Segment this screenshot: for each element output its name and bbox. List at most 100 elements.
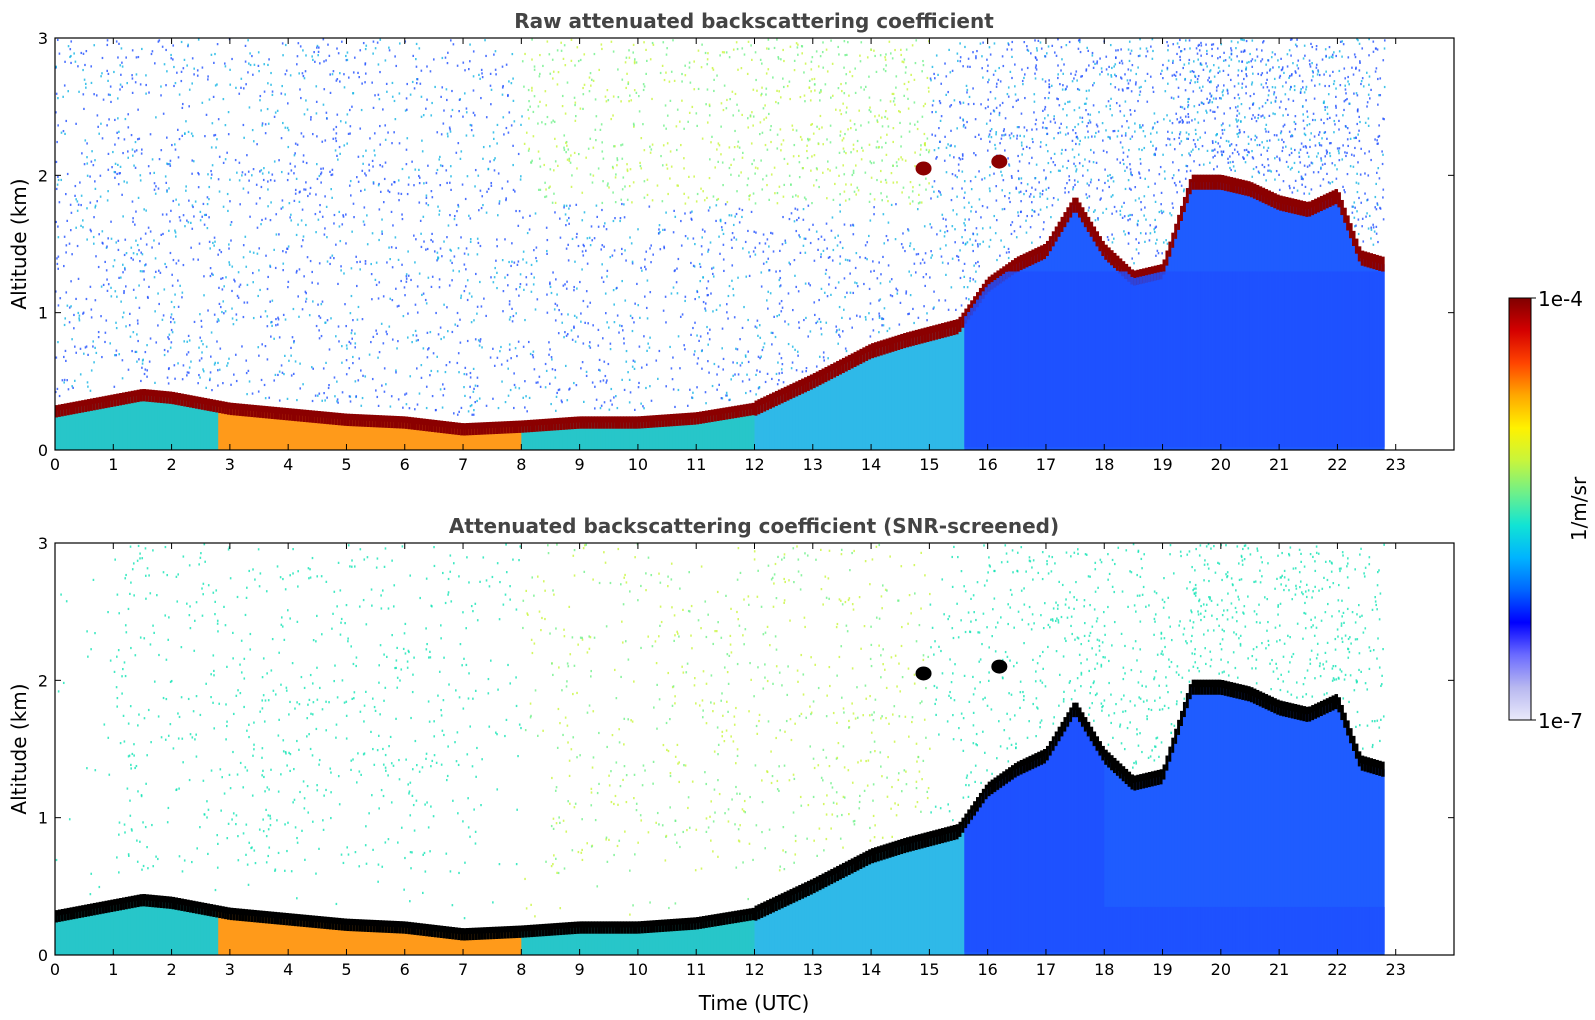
noise-speckle: [566, 333, 569, 336]
layer-cell: [221, 401, 225, 414]
noise-speckle: [496, 286, 498, 290]
aerosol-cell: [588, 422, 592, 450]
layer-cell: [416, 417, 420, 431]
noise-speckle: [581, 268, 583, 271]
noise-speckle: [1110, 97, 1112, 100]
noise-speckle: [1326, 112, 1329, 115]
layer-cell: [1048, 236, 1053, 252]
noise-speckle: [1051, 44, 1054, 47]
noise-cell: [1153, 273, 1158, 448]
noise-speckle: [442, 383, 444, 386]
noise-speckle: [1293, 85, 1296, 88]
noise-speckle: [1054, 121, 1057, 124]
layer-cell: [629, 416, 633, 429]
noise-speckle: [737, 373, 740, 376]
noise-speckle: [600, 43, 603, 46]
noise-speckle: [1135, 248, 1138, 251]
noise-cell: [967, 311, 971, 448]
noise-speckle: [226, 151, 228, 154]
noise-speckle: [336, 400, 338, 403]
noise-speckle: [360, 369, 362, 372]
noise-speckle: [459, 318, 461, 321]
noise-cell: [1258, 271, 1263, 448]
noise-speckle: [936, 156, 938, 159]
noise-speckle: [1151, 57, 1154, 60]
noise-speckle: [222, 161, 225, 165]
noise-speckle: [947, 90, 949, 94]
noise-speckle: [640, 402, 642, 405]
noise-speckle: [649, 247, 651, 250]
noise-speckle: [568, 157, 571, 160]
noise-speckle: [1021, 68, 1023, 71]
noise-speckle: [248, 106, 251, 109]
layer-cell: [1322, 194, 1327, 210]
noise-speckle: [174, 229, 176, 232]
noise-speckle: [381, 384, 383, 387]
aerosol-cell: [527, 426, 531, 450]
layer-cell: [448, 421, 452, 435]
noise-speckle: [637, 386, 640, 389]
noise-speckle: [500, 363, 503, 366]
noise-speckle: [1268, 114, 1271, 117]
layer-cell: [454, 422, 458, 435]
noise-speckle: [1357, 182, 1360, 185]
noise-speckle: [631, 329, 634, 333]
noise-speckle: [1227, 157, 1229, 160]
aerosol-cell: [136, 395, 141, 450]
noise-speckle: [328, 348, 331, 351]
noise-speckle: [851, 326, 853, 329]
noise-speckle: [1290, 147, 1293, 150]
noise-speckle: [1023, 40, 1026, 44]
noise-speckle: [427, 204, 430, 207]
noise-speckle: [312, 58, 314, 62]
noise-speckle: [208, 98, 211, 101]
noise-speckle: [988, 78, 990, 81]
noise-speckle: [1184, 89, 1187, 92]
noise-speckle: [1059, 83, 1061, 86]
noise-speckle: [1267, 158, 1269, 161]
noise-speckle: [107, 190, 109, 193]
noise-speckle: [608, 326, 610, 329]
aerosol-cell: [646, 421, 651, 450]
noise-speckle: [907, 97, 909, 100]
noise-speckle: [1129, 52, 1132, 55]
noise-speckle: [523, 288, 525, 291]
noise-speckle: [457, 203, 459, 207]
noise-speckle: [1043, 221, 1045, 224]
noise-speckle: [165, 181, 168, 184]
noise-speckle: [437, 333, 440, 336]
noise-speckle: [1265, 130, 1267, 133]
noise-speckle: [599, 380, 602, 383]
noise-speckle: [713, 78, 715, 81]
noise-speckle: [752, 88, 755, 91]
aerosol-cell: [337, 419, 342, 450]
noise-speckle: [537, 150, 540, 153]
noise-speckle: [446, 236, 448, 239]
noise-cell: [1112, 271, 1117, 448]
noise-cell: [1261, 271, 1266, 448]
noise-cell: [1115, 271, 1120, 448]
noise-speckle: [796, 218, 798, 222]
noise-speckle: [793, 258, 796, 262]
noise-speckle: [546, 311, 549, 314]
noise-speckle: [676, 108, 679, 111]
aerosol-cell: [454, 428, 458, 450]
noise-speckle: [840, 82, 842, 86]
noise-speckle: [639, 316, 641, 319]
noise-speckle: [839, 109, 841, 112]
noise-speckle: [170, 313, 173, 316]
noise-speckle: [823, 359, 825, 362]
layer-cell: [903, 333, 907, 349]
noise-cell: [1349, 271, 1353, 448]
noise-speckle: [353, 216, 355, 219]
noise-speckle: [1366, 198, 1369, 201]
noise-speckle: [961, 153, 964, 156]
noise-speckle: [335, 79, 338, 82]
layer-cell: [675, 413, 680, 426]
noise-speckle: [612, 50, 615, 53]
noise-speckle: [90, 308, 93, 311]
noise-speckle: [564, 331, 566, 334]
noise-speckle: [266, 107, 269, 111]
noise-speckle: [777, 57, 780, 60]
noise-speckle: [1146, 50, 1149, 53]
